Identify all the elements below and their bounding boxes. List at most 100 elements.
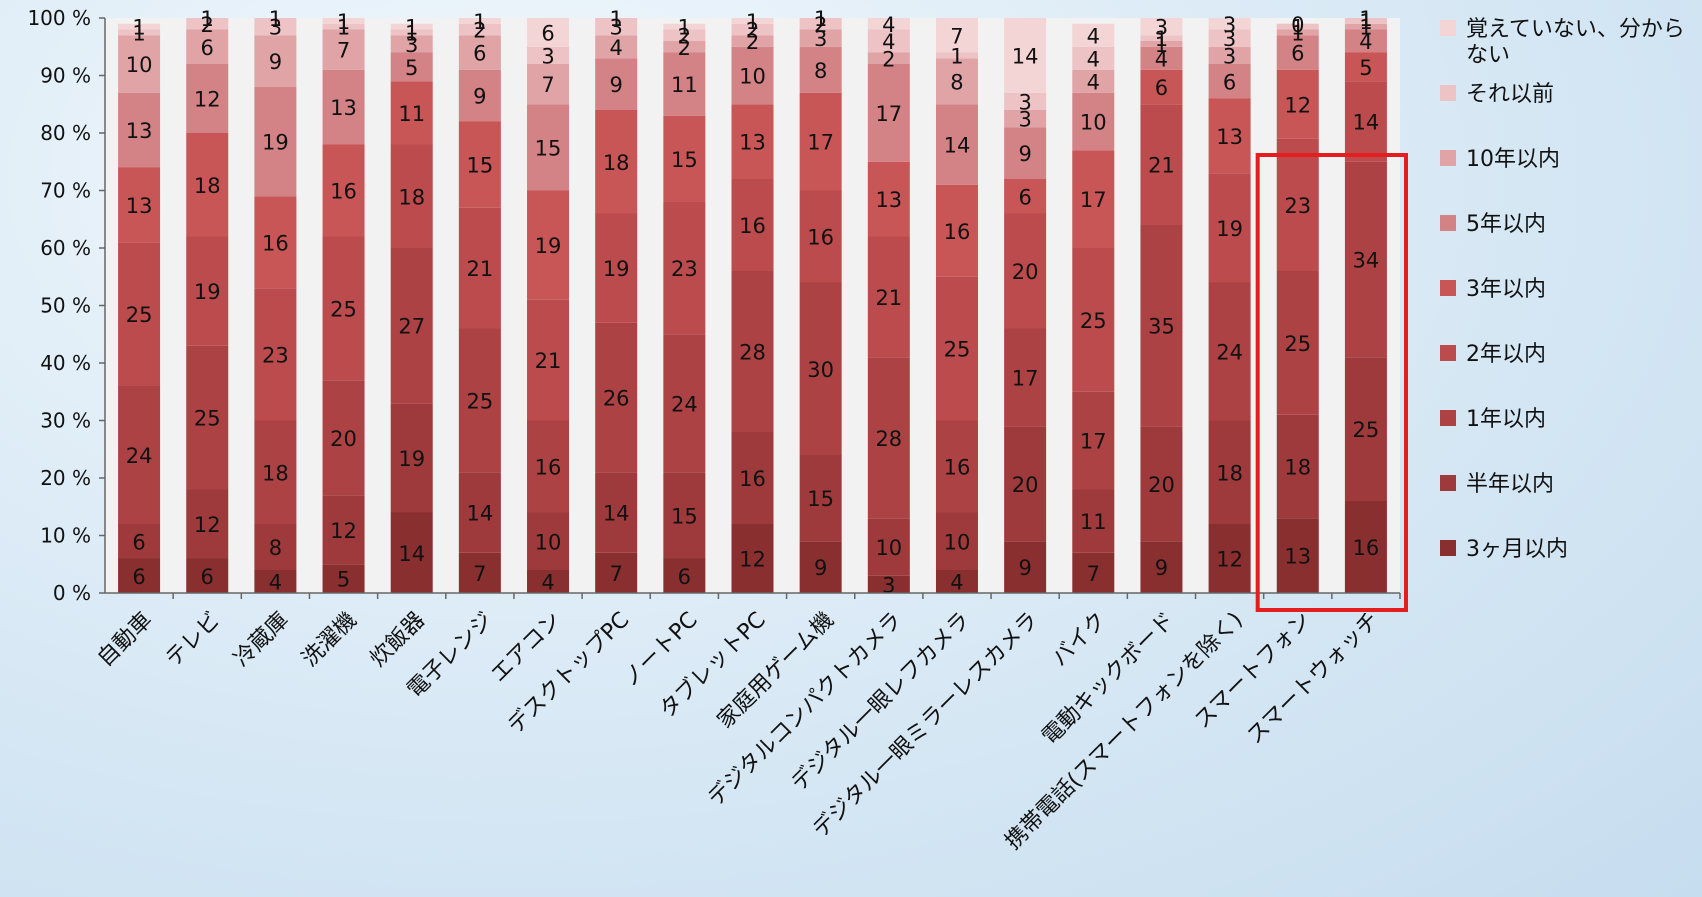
data-label: 1 (132, 16, 145, 40)
bar-segment (527, 46, 570, 64)
bar-segment (1140, 35, 1183, 41)
legend-item: 半年以内 (1440, 472, 1554, 497)
bar-segment (118, 92, 161, 168)
data-label: 4 (269, 571, 282, 595)
legend-swatch (1440, 540, 1456, 556)
data-label: 10 (535, 530, 562, 554)
x-tick-label: 冷蔵庫 (229, 608, 293, 672)
data-label: 3 (1223, 27, 1236, 51)
data-label: 24 (671, 392, 698, 416)
data-label: 6 (201, 36, 214, 60)
x-tick-label: バイク (1047, 608, 1111, 672)
data-label: 1 (1291, 16, 1304, 40)
bar-segment (458, 328, 501, 473)
data-label: 28 (875, 427, 902, 451)
data-label: 9 (609, 73, 622, 97)
bar-segment (1004, 426, 1047, 542)
data-label: 17 (875, 102, 902, 126)
data-label: 21 (875, 286, 902, 310)
bar-segment (118, 242, 161, 386)
bar-segment (935, 104, 978, 185)
data-label: 6 (678, 565, 691, 589)
legend-item: それ以前 (1440, 82, 1554, 107)
data-label: 19 (603, 257, 630, 281)
data-label: 12 (739, 548, 766, 572)
data-label: 19 (535, 234, 562, 258)
bar-segment (1072, 46, 1115, 70)
data-label: 21 (1148, 154, 1175, 178)
bar-segment (390, 248, 433, 404)
data-label: 16 (330, 180, 357, 204)
bar-segment (527, 299, 570, 421)
data-label: 11 (1080, 510, 1107, 534)
data-label: 2 (678, 36, 691, 60)
legend-swatch (1440, 410, 1456, 426)
bar-segment (390, 403, 433, 513)
bar-segment (867, 18, 910, 30)
bar-segment (799, 18, 842, 30)
data-label: 20 (330, 427, 357, 451)
bar-segment (390, 81, 433, 145)
bar-segment (663, 558, 706, 593)
data-label: 16 (535, 456, 562, 480)
bar-segment (186, 558, 229, 593)
data-label: 3 (1155, 16, 1168, 40)
data-label: 5 (405, 56, 418, 80)
data-label: 4 (882, 30, 895, 54)
bar-segment (1276, 29, 1319, 36)
data-label: 35 (1148, 315, 1175, 339)
data-label: 8 (950, 70, 963, 94)
bar-segment (595, 58, 638, 110)
bar-segment (458, 472, 501, 553)
data-label: 14 (1353, 111, 1380, 135)
data-label: 2 (473, 19, 486, 43)
bar-segment (663, 202, 706, 335)
bar-segment (118, 29, 161, 36)
bar-segment (390, 29, 433, 36)
data-label: 3 (1018, 108, 1031, 132)
data-label: 6 (541, 21, 554, 45)
bar-segment (1276, 414, 1319, 519)
bar-segment (118, 23, 161, 30)
data-label: 1 (337, 10, 350, 34)
data-label: 15 (467, 154, 494, 178)
bar-segment (186, 489, 229, 559)
y-tick-label: 50 % (40, 294, 91, 318)
data-label: 1 (1359, 10, 1372, 34)
bar-segment (254, 35, 297, 87)
bar-segment (731, 271, 774, 432)
data-label: 6 (1018, 185, 1031, 209)
data-label: 12 (1284, 93, 1311, 117)
data-label: 9 (1018, 556, 1031, 580)
bar-segment (935, 184, 978, 277)
bar-segment (1140, 41, 1183, 47)
bar-segment (1344, 501, 1387, 593)
bar-segment (799, 190, 842, 283)
data-label: 13 (330, 96, 357, 120)
data-label: 1 (269, 7, 282, 31)
data-label: 4 (1087, 70, 1100, 94)
data-label: 18 (1216, 461, 1243, 485)
bar-segment (799, 282, 842, 455)
bar-segment (458, 23, 501, 36)
legend-label: それ以前 (1466, 82, 1554, 107)
data-label: 17 (807, 131, 834, 155)
bar-segment (322, 564, 365, 593)
legend-item: 10年以内 (1440, 147, 1560, 172)
x-tick-label: スマートウォッチ (1242, 608, 1384, 750)
data-label: 17 (1080, 188, 1107, 212)
data-label: 16 (944, 456, 971, 480)
data-label: 16 (944, 220, 971, 244)
data-label: 11 (398, 102, 425, 126)
data-label: 10 (739, 65, 766, 89)
data-label: 3 (269, 16, 282, 40)
data-label: 16 (807, 226, 834, 250)
bar-segment (1344, 18, 1387, 24)
bar-segment (867, 575, 910, 593)
data-label: 34 (1353, 249, 1380, 273)
data-label: 14 (603, 502, 630, 526)
data-label: 9 (1018, 142, 1031, 166)
bar-segment (322, 144, 365, 237)
